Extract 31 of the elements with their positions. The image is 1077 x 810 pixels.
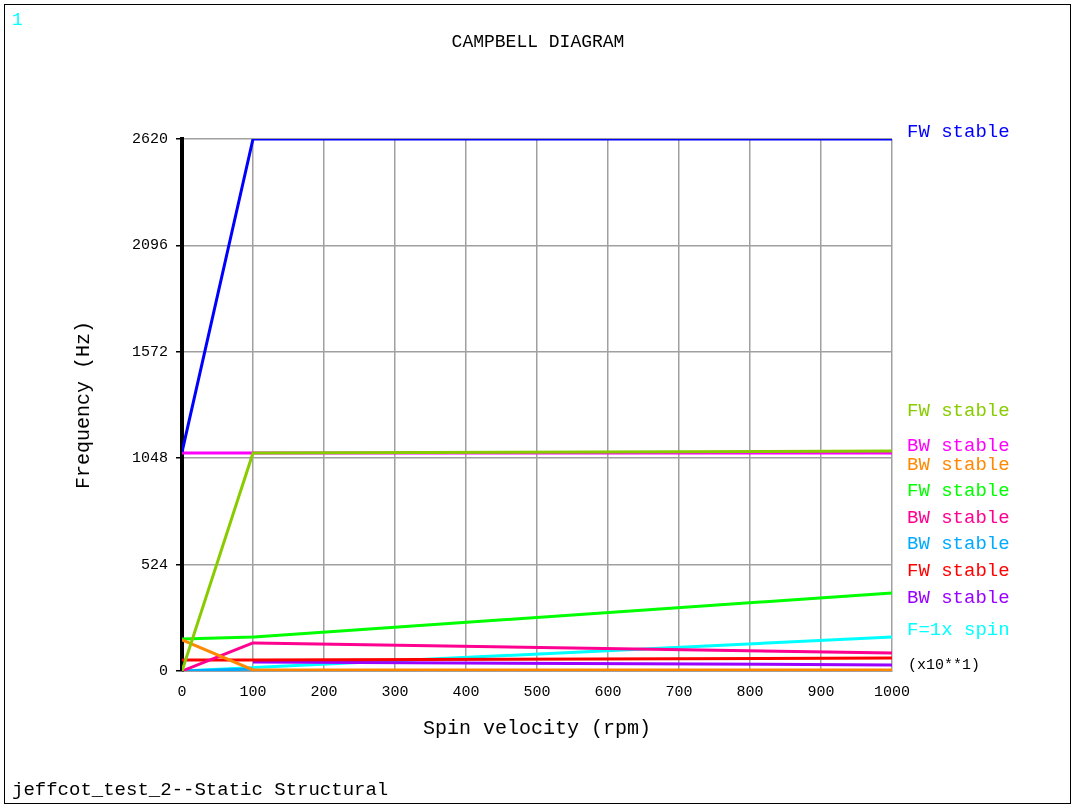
text: FW stable xyxy=(907,560,1010,583)
series-label: F=1x spin xyxy=(907,619,1010,642)
x-tick-label: 700 xyxy=(665,683,693,701)
x-tick-label: 1000 xyxy=(873,683,911,701)
text: BW stable xyxy=(907,507,1010,530)
text: jeffcot_test_2--Static Structural xyxy=(12,779,389,802)
y-tick-label: 1572 xyxy=(131,343,168,361)
x-tick-label: 900 xyxy=(807,683,835,701)
text: FW stable xyxy=(907,480,1010,503)
x-tick-label: 300 xyxy=(381,683,409,701)
series-label: FW stable xyxy=(907,121,1010,144)
y-tick-label: 2620 xyxy=(131,130,168,148)
text: BW stable xyxy=(907,533,1010,556)
series-label: FW stable xyxy=(907,400,1010,423)
x-tick-label: 800 xyxy=(736,683,764,701)
x-tick-label: 400 xyxy=(452,683,480,701)
y-tick-label: 1048 xyxy=(131,450,168,468)
text: (x10**1) xyxy=(908,656,981,674)
y-tick-label: 0 xyxy=(158,662,168,680)
x-axis-title: Spin velocity (rpm) xyxy=(422,717,652,741)
y-tick-label: 2096 xyxy=(131,237,168,255)
x-tick-label: 600 xyxy=(594,683,622,701)
x-tick-label: 500 xyxy=(523,683,551,701)
text: BW stable xyxy=(907,587,1010,610)
x-tick-label: 0 xyxy=(177,683,187,701)
chart-title: CAMPBELL DIAGRAM xyxy=(451,31,625,52)
text: 1 xyxy=(12,9,23,30)
y-tick-label: 524 xyxy=(140,556,168,574)
x-tick-label: 100 xyxy=(239,683,267,701)
x-tick-label: 200 xyxy=(310,683,338,701)
y-axis-title: Frequency (Hz) xyxy=(72,320,96,490)
